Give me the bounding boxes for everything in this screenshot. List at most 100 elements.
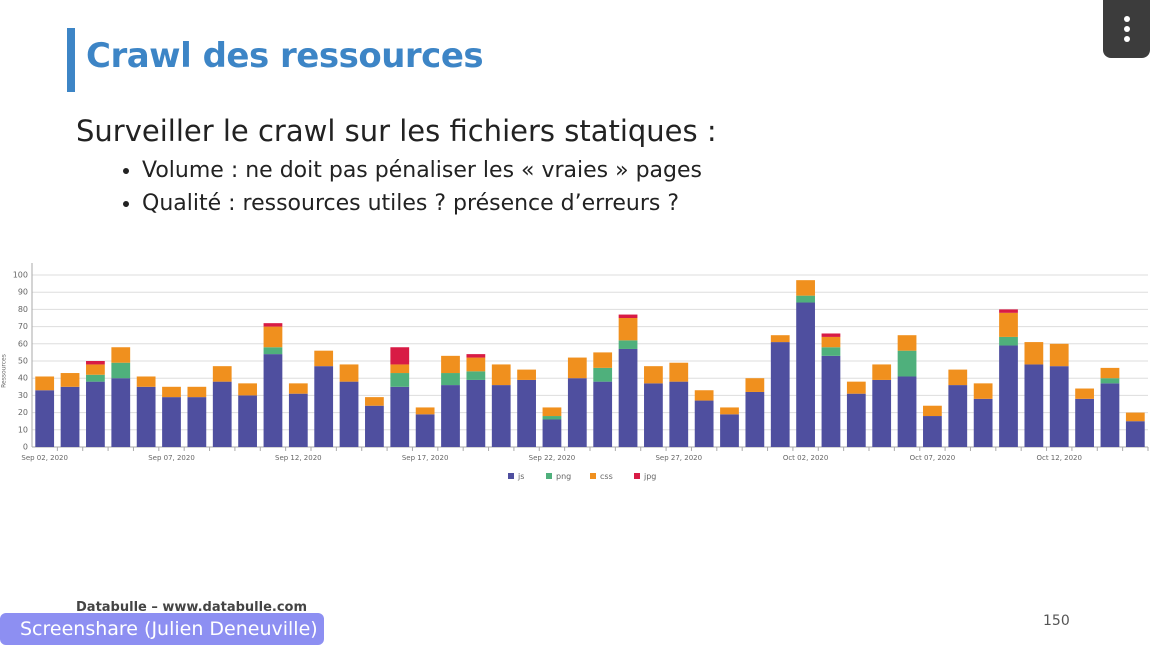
screenshare-badge[interactable]: Screenshare (Julien Deneuville)	[0, 613, 324, 645]
bar-segment	[314, 350, 334, 367]
x-tick-label: Oct 12, 2020	[1036, 454, 1082, 462]
bar-segment	[339, 364, 359, 382]
x-tick-label: Oct 07, 2020	[910, 454, 956, 462]
x-tick-label: Sep 17, 2020	[402, 454, 449, 462]
chart: Ressources 0 10 20 30 40 50 60 70 80 90 100 Sep 02, …	[1, 263, 1149, 481]
bar-segment	[491, 385, 511, 447]
bar-segment	[973, 383, 993, 399]
y-tick-label: 90	[18, 288, 28, 297]
bar-segment	[872, 379, 892, 447]
legend-swatch	[508, 473, 514, 479]
bar-segment	[593, 352, 613, 368]
bar-segment	[390, 386, 410, 447]
bar-segment	[441, 355, 460, 374]
bar-segment	[618, 348, 638, 447]
x-tick-label: Sep 22, 2020	[529, 454, 576, 462]
bar-segment	[441, 373, 460, 386]
legend-label: jpg	[643, 472, 656, 481]
bar-segment	[86, 364, 105, 375]
bar-segment	[618, 314, 638, 318]
bar-segment	[263, 326, 283, 348]
bar-segment	[1100, 367, 1120, 379]
bar-segment	[1125, 412, 1145, 422]
bar-segment	[466, 354, 486, 358]
bar-segment	[973, 398, 993, 447]
y-tick-label: 100	[13, 271, 28, 280]
bar-segment	[872, 364, 892, 380]
bar-segment	[770, 342, 790, 447]
bar-segment	[948, 369, 968, 386]
bar-segment	[35, 390, 55, 447]
bar-segment	[263, 354, 283, 447]
bar-segment	[1049, 343, 1069, 367]
x-tick-label: Oct 02, 2020	[783, 454, 829, 462]
bar-segment	[796, 302, 815, 447]
menu-button[interactable]	[1103, 0, 1150, 58]
bar-segment	[212, 366, 232, 382]
x-tick-label: Sep 27, 2020	[655, 454, 702, 462]
bar-segment	[187, 386, 207, 398]
x-tick-label: Sep 07, 2020	[148, 454, 195, 462]
bar-segment	[821, 355, 841, 447]
slide-footer: Databulle – www.databulle.com	[76, 600, 308, 615]
x-tick-label: Sep 12, 2020	[275, 454, 322, 462]
bar-segment	[923, 405, 942, 417]
bar-segment	[1125, 421, 1145, 447]
bar-segment	[846, 393, 866, 447]
bar-segment	[517, 369, 536, 380]
bar-segment	[390, 364, 410, 374]
bullet-list: Volume : ne doit pas pénaliser les « vra…	[118, 154, 702, 220]
bar-segment	[314, 366, 334, 447]
bar-segment	[999, 309, 1018, 313]
bar-segment	[187, 397, 207, 447]
bar-segment	[212, 381, 232, 447]
bar-segment	[821, 347, 841, 356]
bar-segment	[1024, 364, 1044, 447]
bar-segment	[136, 376, 156, 387]
bar-segment	[263, 323, 283, 327]
bar-segment	[60, 386, 80, 447]
bar-segment	[415, 414, 435, 447]
bar-segment	[542, 407, 562, 417]
bar-segment	[111, 347, 131, 363]
bar-segment	[999, 336, 1018, 346]
bar-segment	[288, 393, 308, 447]
bar-segment	[999, 312, 1018, 337]
y-tick-label: 30	[18, 391, 28, 400]
bar-segment	[390, 373, 410, 387]
legend-swatch	[546, 473, 552, 479]
bar-segment	[86, 374, 105, 382]
bar-segment	[542, 419, 562, 447]
bar-segment	[593, 367, 613, 382]
y-tick-label: 70	[18, 322, 28, 331]
bar-segment	[86, 381, 105, 447]
bar-segment	[441, 385, 460, 447]
y-tick-label: 40	[18, 374, 28, 383]
bar-segment	[365, 405, 384, 447]
bar-segment	[796, 280, 815, 296]
legend-swatch	[634, 473, 640, 479]
bar-segment	[288, 383, 308, 394]
title-accent	[67, 28, 75, 92]
bar-segment	[1049, 366, 1069, 447]
bar-segment	[999, 345, 1018, 447]
legend-label: css	[600, 472, 613, 481]
bar-segment	[770, 335, 790, 343]
bar-segment	[238, 383, 257, 396]
y-tick-label: 20	[18, 408, 28, 417]
bar-segment	[567, 357, 587, 379]
bar-segment	[923, 416, 942, 447]
bar-segment	[238, 395, 257, 447]
bar-segment	[1100, 383, 1120, 447]
bullet: Qualité : ressources utiles ? présence d…	[142, 187, 702, 220]
bar-segment	[466, 379, 486, 447]
bar-segment	[339, 381, 359, 447]
bar-segment	[644, 383, 663, 447]
bar-segment	[542, 416, 562, 420]
y-axis-label: Ressources	[1, 354, 8, 388]
bar-segment	[618, 318, 638, 341]
bar-segment	[618, 340, 638, 349]
bar-segment	[897, 350, 917, 377]
legend-label: png	[556, 472, 571, 481]
